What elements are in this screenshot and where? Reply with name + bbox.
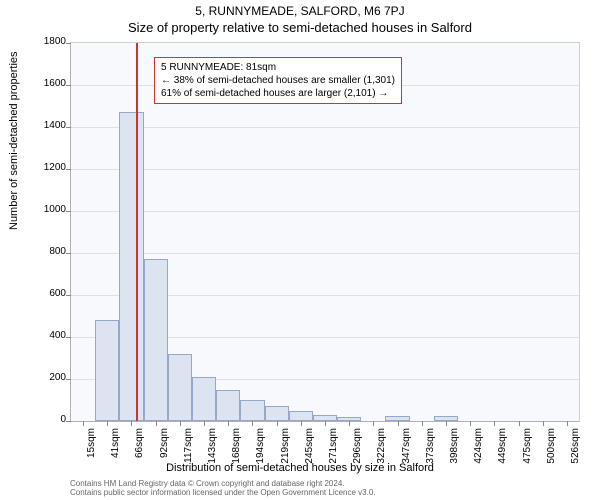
histogram-bar: [240, 400, 264, 421]
x-tick: [470, 421, 471, 426]
x-tick-label: 475sqm: [522, 428, 533, 468]
histogram-bar: [216, 390, 240, 422]
x-tick-label: 143sqm: [207, 428, 218, 468]
y-tick: [66, 421, 71, 422]
y-tick-label: 800: [36, 246, 66, 257]
footer-text: Contains HM Land Registry data © Crown c…: [70, 480, 580, 498]
y-axis-title: Number of semi-detached properties: [8, 51, 20, 230]
y-tick-label: 1400: [36, 120, 66, 131]
gridline: [71, 211, 579, 212]
y-tick: [66, 85, 71, 86]
footer-line2: Contains public sector information licen…: [70, 489, 580, 498]
y-tick: [66, 211, 71, 212]
x-tick-label: 271sqm: [328, 428, 339, 468]
x-tick-label: 219sqm: [280, 428, 291, 468]
annotation-line: ← 38% of semi-detached houses are smalle…: [161, 74, 395, 87]
histogram-bar: [265, 406, 289, 421]
gridline: [71, 169, 579, 170]
y-tick-label: 0: [36, 414, 66, 425]
marker-line: [136, 43, 138, 421]
x-tick-label: 347sqm: [401, 428, 412, 468]
histogram-bar: [119, 112, 143, 421]
x-tick: [107, 421, 108, 426]
x-tick: [494, 421, 495, 426]
x-tick: [131, 421, 132, 426]
y-tick-label: 1600: [36, 78, 66, 89]
gridline: [71, 253, 579, 254]
x-tick-label: 66sqm: [134, 428, 145, 468]
x-tick-label: 322sqm: [376, 428, 387, 468]
chart-title: Size of property relative to semi-detach…: [0, 20, 600, 35]
y-tick-label: 400: [36, 330, 66, 341]
x-tick-label: 449sqm: [497, 428, 508, 468]
x-tick-label: 398sqm: [449, 428, 460, 468]
x-tick: [373, 421, 374, 426]
x-tick-label: 373sqm: [425, 428, 436, 468]
x-tick: [519, 421, 520, 426]
x-tick-label: 500sqm: [546, 428, 557, 468]
x-tick-label: 15sqm: [86, 428, 97, 468]
y-tick: [66, 253, 71, 254]
x-tick-label: 526sqm: [570, 428, 581, 468]
x-tick: [325, 421, 326, 426]
annotation-box: 5 RUNNYMEADE: 81sqm← 38% of semi-detache…: [154, 57, 402, 104]
y-tick: [66, 379, 71, 380]
chart-container: 5, RUNNYMEADE, SALFORD, M6 7PJ Size of p…: [0, 0, 600, 500]
histogram-bar: [144, 259, 168, 421]
x-tick: [422, 421, 423, 426]
gridline: [71, 127, 579, 128]
x-tick: [398, 421, 399, 426]
histogram-bar: [168, 354, 192, 421]
y-tick: [66, 337, 71, 338]
histogram-bar: [289, 411, 313, 422]
x-tick: [301, 421, 302, 426]
x-tick: [156, 421, 157, 426]
y-tick-label: 600: [36, 288, 66, 299]
x-tick: [204, 421, 205, 426]
y-tick: [66, 43, 71, 44]
x-tick-label: 424sqm: [473, 428, 484, 468]
x-tick-label: 41sqm: [110, 428, 121, 468]
x-tick: [567, 421, 568, 426]
y-tick-label: 1800: [36, 36, 66, 47]
x-tick: [277, 421, 278, 426]
x-tick: [83, 421, 84, 426]
x-tick: [228, 421, 229, 426]
plot-area: 5 RUNNYMEADE: 81sqm← 38% of semi-detache…: [70, 42, 580, 422]
annotation-line: 5 RUNNYMEADE: 81sqm: [161, 61, 395, 74]
x-tick-label: 194sqm: [255, 428, 266, 468]
x-tick-label: 168sqm: [231, 428, 242, 468]
x-tick: [543, 421, 544, 426]
y-tick: [66, 295, 71, 296]
x-tick-label: 245sqm: [304, 428, 315, 468]
y-tick-label: 1200: [36, 162, 66, 173]
y-tick: [66, 127, 71, 128]
x-tick-label: 117sqm: [183, 428, 194, 468]
histogram-bar: [95, 320, 119, 421]
x-tick: [349, 421, 350, 426]
y-tick-label: 1000: [36, 204, 66, 215]
histogram-bar: [192, 377, 216, 421]
super-title: 5, RUNNYMEADE, SALFORD, M6 7PJ: [0, 4, 600, 18]
x-tick-label: 92sqm: [159, 428, 170, 468]
x-tick: [180, 421, 181, 426]
x-tick: [446, 421, 447, 426]
y-tick: [66, 169, 71, 170]
x-tick: [252, 421, 253, 426]
x-tick-label: 296sqm: [352, 428, 363, 468]
annotation-line: 61% of semi-detached houses are larger (…: [161, 87, 395, 100]
y-tick-label: 200: [36, 372, 66, 383]
